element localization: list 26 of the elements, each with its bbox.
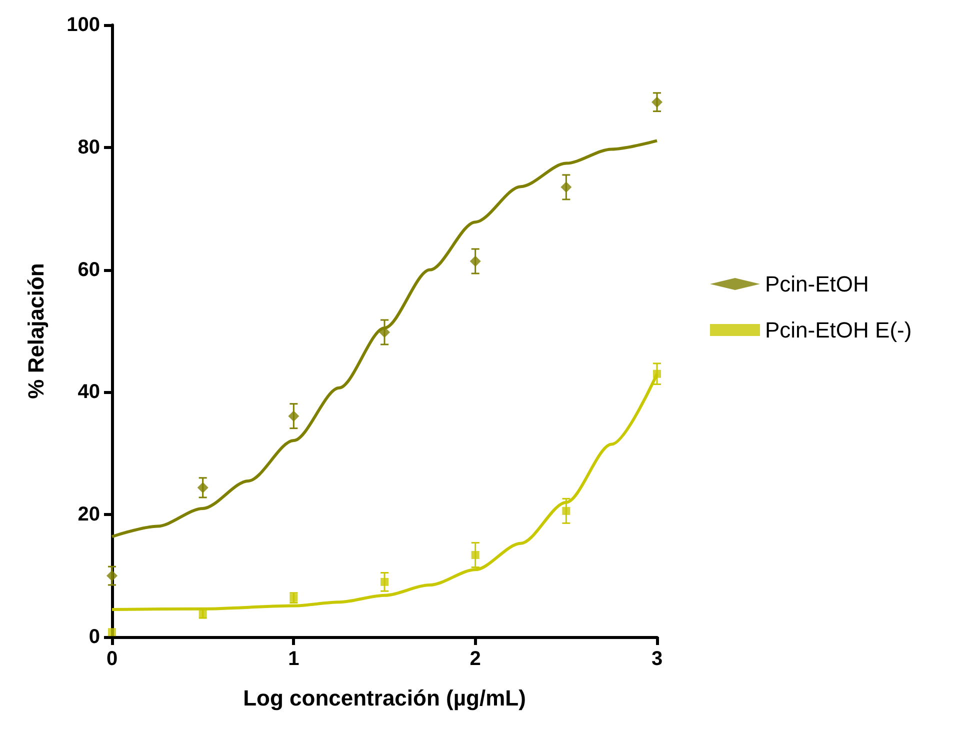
point — [562, 506, 570, 515]
y-tick-label: 0 — [88, 626, 100, 648]
y-axis-title: % Relajación — [24, 263, 48, 399]
x-tick-label: 2 — [470, 648, 481, 670]
point — [470, 256, 481, 267]
point — [652, 96, 662, 108]
line-series — [110, 139, 658, 538]
point — [653, 370, 661, 378]
point — [380, 578, 388, 586]
y-tick-label: 60 — [78, 258, 100, 281]
point — [560, 182, 572, 193]
point — [288, 410, 300, 422]
legend-label: Pcin-EtOH — [765, 272, 869, 296]
x-tick-label: 1 — [288, 648, 300, 670]
y-tick-label: 100 — [66, 14, 100, 36]
point — [471, 550, 480, 559]
x-tick-label: 3 — [651, 648, 663, 670]
y-tick-label: 40 — [78, 381, 100, 404]
point — [108, 628, 116, 636]
legend-label: Pcin-EtOH E(-) — [765, 318, 912, 342]
y-tick-label: 80 — [78, 136, 100, 158]
point — [197, 482, 208, 494]
x-tick-label: 0 — [106, 648, 118, 670]
x-axis-title: Log concentración (µg/mL) — [243, 686, 526, 710]
point — [106, 570, 118, 582]
y-tick-label: 20 — [78, 504, 100, 526]
